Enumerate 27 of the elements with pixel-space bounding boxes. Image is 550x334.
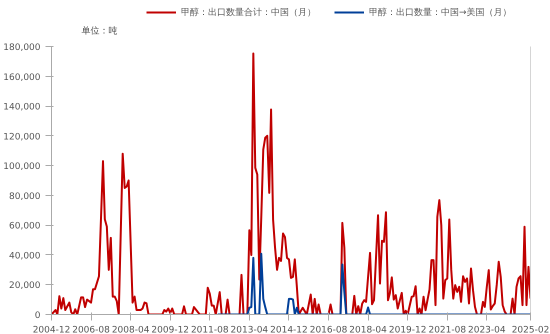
x-tick-label: 2025-02 <box>512 326 550 334</box>
x-tick-label: 2021-08 <box>428 326 466 334</box>
y-tick-label: 20,000 <box>9 281 41 292</box>
y-axis-title: 单位：吨 <box>82 26 118 36</box>
x-tick-label: 2023-04 <box>468 326 506 334</box>
y-tick-label: 0 <box>34 311 41 321</box>
y-tick-label: 140,000 <box>3 102 41 113</box>
x-tick-label: 2011-08 <box>190 326 229 334</box>
x-tick-label: 2016-08 <box>310 326 348 334</box>
y-tick-label: 80,000 <box>9 192 41 202</box>
y-tick-label: 120,000 <box>3 132 41 142</box>
y-tick-label: 40,000 <box>9 251 41 262</box>
x-tick-label: 2014-12 <box>270 326 308 334</box>
line-series <box>216 252 530 314</box>
x-tick-label: 2009-12 <box>151 326 190 334</box>
x-tick-label: 2004-12 <box>32 326 70 334</box>
x-tick-label: 2019-12 <box>388 326 426 334</box>
x-tick-label: 2018-04 <box>349 326 388 334</box>
y-tick-label: 100,000 <box>3 162 41 172</box>
legend-label: 甲醇：出口数量合计：中国（月） <box>181 6 316 18</box>
legend-label: 甲醇：出口数量：中国→美国（月） <box>369 6 512 18</box>
y-tick-label: 160,000 <box>3 72 41 83</box>
y-tick-label: 60,000 <box>9 222 41 232</box>
x-tick-label: 2008-04 <box>112 326 150 334</box>
y-tick-label: 180,000 <box>3 43 41 53</box>
x-tick-label: 2006-08 <box>72 326 110 334</box>
x-tick-label: 2013-04 <box>230 326 268 334</box>
